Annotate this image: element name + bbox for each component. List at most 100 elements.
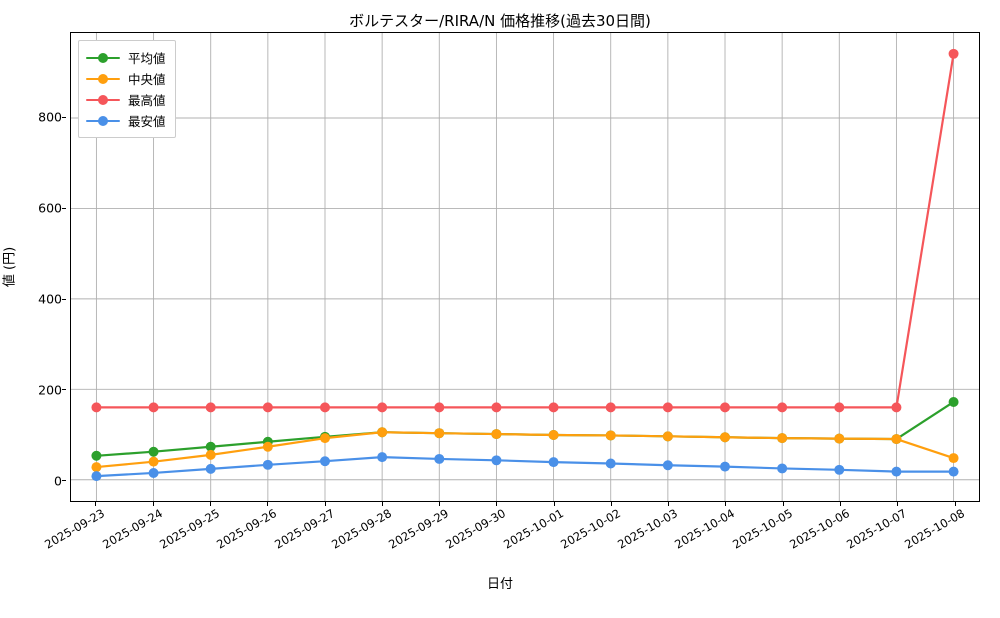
x-tick-mark [152,502,154,506]
y-tick-label: 0 [54,473,62,489]
data-point-marker [320,433,330,444]
legend-label: 最高値 [128,93,166,108]
data-point-marker [148,456,159,467]
data-point-marker [777,433,788,444]
x-tick-mark [95,502,97,506]
series-line [95,456,955,478]
data-point-marker [891,434,902,445]
series-line [95,431,955,469]
data-point-marker [605,458,616,469]
data-point-marker [720,432,730,443]
x-tick-mark [839,502,841,506]
data-point-marker [91,471,102,482]
data-point-marker [891,402,902,413]
data-point-marker [205,402,216,413]
series-2 [91,427,959,473]
legend-item-3[interactable]: 最高値 [86,89,166,110]
y-tick-mark [62,389,66,391]
data-point-marker [662,431,673,442]
x-tick-mark [496,502,498,506]
x-tick-mark [324,502,326,506]
y-axis-tick-labels: 0 200 400 600 800 [0,32,66,502]
x-tick-mark [439,502,441,506]
y-tick-label: 200 [38,382,62,398]
data-point-marker [605,402,616,413]
chart-canvas [71,33,979,501]
legend-item-1[interactable]: 平均値 [86,47,166,68]
data-point-marker [720,402,730,413]
data-point-marker [548,430,559,440]
series-3 [91,48,959,413]
data-point-marker [948,466,959,477]
y-tick-mark [62,207,66,209]
data-point-marker [662,402,673,413]
data-point-marker [148,446,159,457]
data-point-marker [205,441,216,452]
x-tick-mark [610,502,612,506]
legend-item-4[interactable]: 最安値 [86,110,166,131]
data-point-marker [148,402,159,413]
data-point-marker [434,428,445,439]
data-point-marker [491,455,502,466]
data-point-marker [948,453,959,464]
data-point-marker [491,402,502,413]
x-tick-mark [553,502,555,506]
data-point-marker [205,449,216,460]
y-tick-mark [62,116,66,118]
x-tick-mark [897,502,899,506]
data-point-marker [891,466,902,477]
y-tick-label: 600 [38,200,62,216]
data-point-marker [377,452,388,463]
data-point-marker [148,467,159,478]
data-point-marker [91,462,102,473]
x-tick-mark [725,502,727,506]
data-point-marker [320,402,330,413]
x-tick-mark [954,502,956,506]
data-point-marker [91,450,102,461]
legend-label: 中央値 [128,72,166,87]
series-line [95,400,955,457]
data-point-marker [834,464,845,475]
data-point-marker [491,429,502,440]
series-line [95,52,955,409]
y-tick-mark [62,480,66,482]
data-point-marker [548,457,559,468]
legend-item-2[interactable]: 中央値 [86,68,166,89]
data-point-marker [320,456,330,467]
data-point-marker [948,396,959,407]
x-axis-label: 日付 [486,577,513,592]
plot-area [70,32,980,502]
x-tick-mark [782,502,784,506]
legend-marker-icon [86,114,120,128]
legend-label: 平均値 [128,51,166,66]
data-point-marker [205,463,216,474]
data-point-marker [377,402,388,413]
data-point-marker [434,453,445,464]
chart-title: ボルテスター/RIRA/N 価格推移(過去30日間) [349,12,651,30]
data-point-marker [834,402,845,413]
legend-marker-icon [86,51,120,65]
data-point-marker [834,433,845,444]
data-point-marker [662,460,673,471]
x-tick-mark [668,502,670,506]
x-tick-mark [267,502,269,506]
data-point-marker [262,459,273,470]
x-axis-tick-labels: 2025-09-23 2025-09-24 2025-09-25 2025-09-26… [43,502,980,592]
chart-legend: 平均値中央値最高値最安値 [78,40,176,138]
data-point-marker [777,463,788,474]
data-point-marker [605,430,616,441]
series-4 [91,452,959,482]
y-tick-label: 400 [38,291,62,307]
data-point-marker [377,427,388,438]
x-tick-mark [381,502,383,506]
data-point-marker [777,402,788,413]
data-point-marker [262,441,273,452]
legend-label: 最安値 [128,114,166,129]
y-tick-mark [62,298,66,300]
y-tick-label: 800 [38,109,62,125]
legend-marker-icon [86,72,120,86]
x-tick-mark [210,502,212,506]
data-point-marker [91,402,102,413]
data-point-marker [948,48,959,59]
legend-marker-icon [86,93,120,107]
